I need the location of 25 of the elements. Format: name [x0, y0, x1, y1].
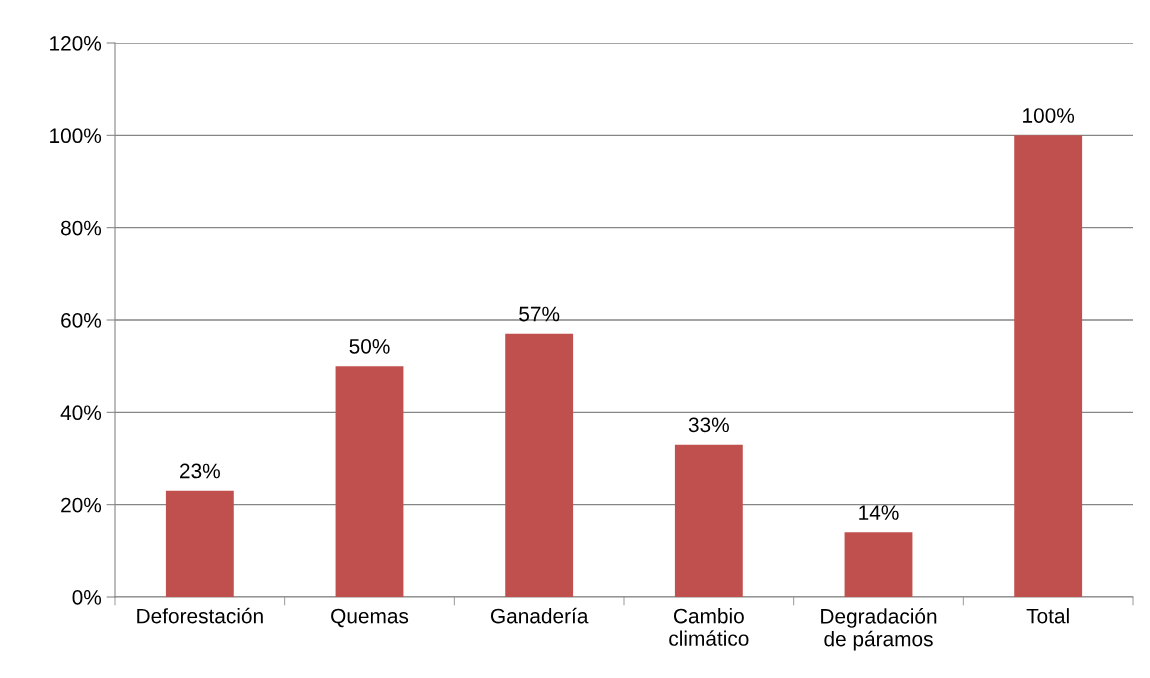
bar: [335, 366, 404, 597]
bar: [165, 490, 234, 597]
bar: [1014, 135, 1083, 597]
data-label: 100%: [1023, 108, 1075, 123]
data-label: 23%: [180, 463, 220, 479]
y-tick-label: 20%: [61, 497, 102, 513]
y-tick-label: 0%: [72, 590, 102, 605]
y-tick-label: 120%: [50, 36, 102, 51]
y-tick-label: 80%: [61, 220, 102, 236]
data-label: 33%: [688, 417, 729, 433]
y-tick-label: 100%: [50, 128, 102, 144]
x-tick-label: Degradación de páramos: [821, 608, 937, 651]
x-tick-label: Cambio climático: [669, 608, 749, 646]
bar: [844, 532, 913, 597]
bar: [505, 333, 574, 597]
x-tick-label: Deforestación: [137, 607, 263, 624]
x-tick-label: Ganadería: [490, 607, 589, 624]
x-tick-label: Total: [1026, 608, 1069, 624]
y-tick-label: 40%: [60, 405, 102, 421]
bar: [674, 444, 743, 597]
data-label: 50%: [349, 338, 390, 354]
x-tick-label: Quemas: [331, 608, 409, 628]
y-tick-label: 60%: [61, 313, 102, 328]
data-label: 57%: [519, 306, 560, 322]
data-label: 14%: [859, 505, 899, 520]
